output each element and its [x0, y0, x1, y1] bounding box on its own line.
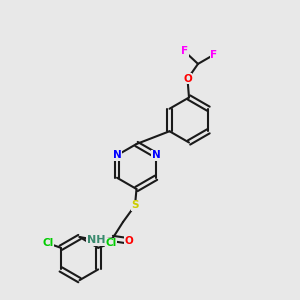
Text: O: O: [183, 74, 192, 84]
Text: S: S: [131, 200, 139, 211]
Text: Cl: Cl: [43, 238, 54, 248]
Text: NH: NH: [87, 235, 105, 245]
Text: Cl: Cl: [105, 238, 116, 248]
Text: F: F: [181, 46, 188, 56]
Text: O: O: [124, 236, 134, 246]
Text: N: N: [112, 150, 122, 160]
Text: F: F: [210, 50, 217, 60]
Text: N: N: [152, 150, 160, 160]
